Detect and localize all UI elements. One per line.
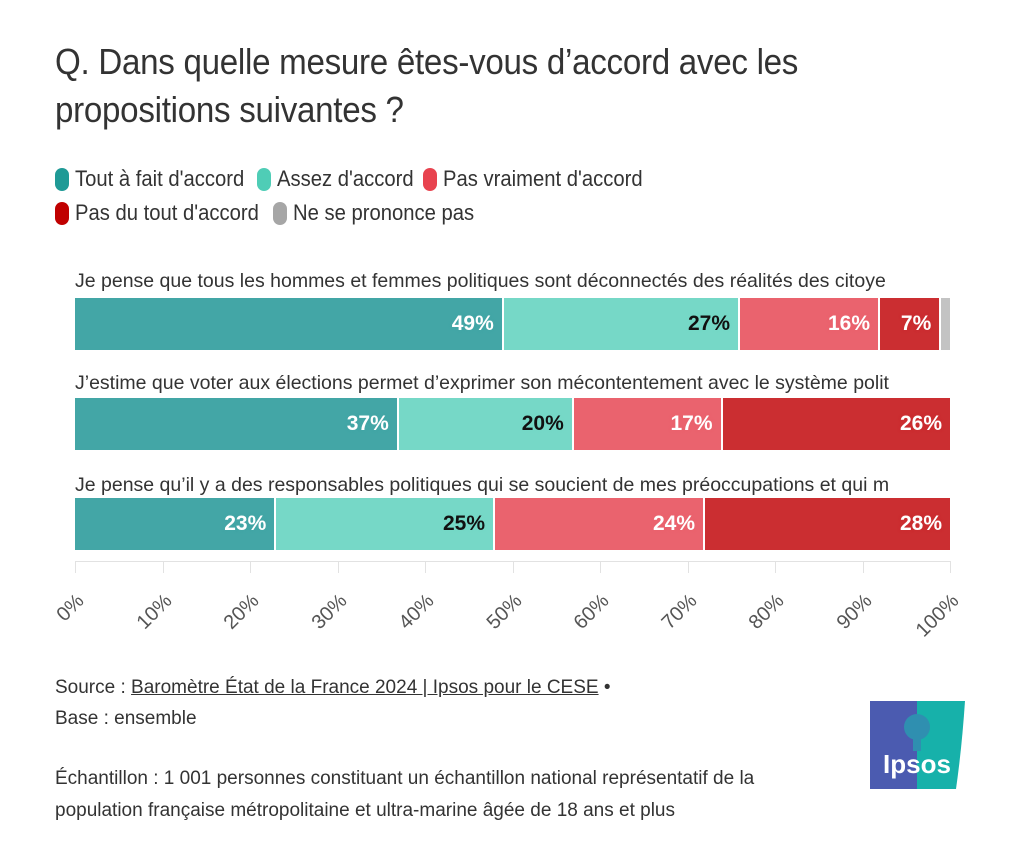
bar-segment[interactable]: 49% <box>75 298 504 350</box>
legend-item-tout-a-fait[interactable]: Tout à fait d'accord <box>55 166 247 192</box>
category-label: Je pense qu’il y a des responsables poli… <box>75 474 890 496</box>
data-label: 37% <box>346 412 389 435</box>
data-label: 16% <box>827 312 870 335</box>
stacked-bar: 37% 20% 17% 26% <box>75 398 950 450</box>
ipsos-logo: Ipsos <box>870 701 965 789</box>
data-label: 17% <box>670 412 713 435</box>
source-prefix: Source : <box>55 677 132 698</box>
category-label: Je pense que tous les hommes et femmes p… <box>75 270 886 292</box>
x-tick <box>687 561 689 573</box>
data-label: 24% <box>652 512 695 535</box>
bar-segment[interactable]: 23% <box>75 498 277 550</box>
legend-label: Tout à fait d'accord <box>75 166 245 191</box>
stacked-bar: 49% 27% 16% 7% <box>75 298 950 350</box>
legend-label: Pas du tout d'accord <box>75 200 259 225</box>
legend-swatch <box>55 167 69 191</box>
legend-swatch <box>256 167 271 191</box>
legend-item-pas-du-tout[interactable]: Pas du tout d'accord <box>55 200 263 226</box>
legend-swatch <box>55 201 69 225</box>
data-label: 26% <box>899 412 942 435</box>
legend-item-pas-vraiment[interactable]: Pas vraiment d'accord <box>423 166 648 192</box>
sample-line-2: population française métropolitaine et u… <box>55 800 675 821</box>
x-tick-label: 0% <box>52 589 89 626</box>
legend-swatch <box>423 167 438 191</box>
x-tick <box>75 561 76 573</box>
x-tick <box>775 561 776 573</box>
legend-label: Ne se prononce pas <box>292 200 475 225</box>
x-tick <box>337 561 339 573</box>
data-label: 28% <box>899 512 942 535</box>
x-tick-label: 20% <box>219 589 264 634</box>
bar-segment[interactable]: 37% <box>75 398 399 450</box>
data-label: 27% <box>687 312 730 335</box>
x-tick <box>862 561 864 573</box>
x-tick <box>950 561 951 573</box>
x-tick-label: 60% <box>569 589 614 634</box>
legend-item-nsp[interactable]: Ne se prononce pas <box>272 200 478 226</box>
x-tick <box>600 561 601 573</box>
x-tick <box>250 561 251 573</box>
ipsos-logo-icon: Ipsos <box>870 701 965 789</box>
legend-label: Pas vraiment d'accord <box>443 166 644 191</box>
data-label: 25% <box>442 512 485 535</box>
x-tick-label: 70% <box>657 589 701 634</box>
x-tick <box>512 561 514 573</box>
legend-label: Assez d'accord <box>276 166 414 191</box>
x-tick-label: 50% <box>482 589 526 634</box>
x-tick-label: 80% <box>744 589 789 634</box>
sample-line-1: Échantillon : 1 001 personnes constituan… <box>55 768 755 789</box>
data-label: 7% <box>900 312 932 335</box>
base-line: Base : ensemble <box>55 708 197 729</box>
x-tick-label: 90% <box>832 589 876 634</box>
bar-segment[interactable]: 17% <box>573 398 723 450</box>
x-tick-label: 100% <box>911 589 964 642</box>
source-suffix: • <box>598 677 611 698</box>
stacked-bar: 23% 25% 24% 28% <box>75 498 950 550</box>
source-line: Source : Baromètre État de la France 202… <box>55 677 611 699</box>
bar-segment[interactable]: 25% <box>276 498 495 550</box>
logo-text: Ipsos <box>883 749 951 779</box>
source-link[interactable]: Baromètre État de la France 2024 | Ipsos… <box>131 677 599 698</box>
bar-segment[interactable]: 28% <box>705 498 950 550</box>
x-tick <box>162 561 164 573</box>
data-label: 49% <box>451 312 494 335</box>
bar-segment[interactable]: 27% <box>503 298 740 350</box>
bar-segment[interactable]: 7% <box>880 298 942 350</box>
data-label: 20% <box>521 412 564 435</box>
bar-segment[interactable]: 20% <box>398 398 574 450</box>
category-label: J’estime que voter aux élections permet … <box>75 372 889 394</box>
x-tick-label: 10% <box>132 589 176 634</box>
legend-item-assez[interactable]: Assez d'accord <box>256 166 414 192</box>
x-tick-label: 40% <box>394 589 439 634</box>
legend-swatch <box>272 201 287 225</box>
x-tick-label: 30% <box>307 589 351 634</box>
chart-title: Q. Dans quelle mesure êtes-vous d’accord… <box>55 41 799 130</box>
legend: Tout à fait d'accord Assez d'accord Pas … <box>55 162 955 230</box>
data-label: 23% <box>224 512 267 535</box>
bar-segment[interactable]: 24% <box>495 498 705 550</box>
x-tick <box>425 561 426 573</box>
bar-segment[interactable]: 26% <box>722 398 950 450</box>
bar-segment[interactable]: 16% <box>740 298 880 350</box>
bar-segment[interactable] <box>941 298 950 350</box>
